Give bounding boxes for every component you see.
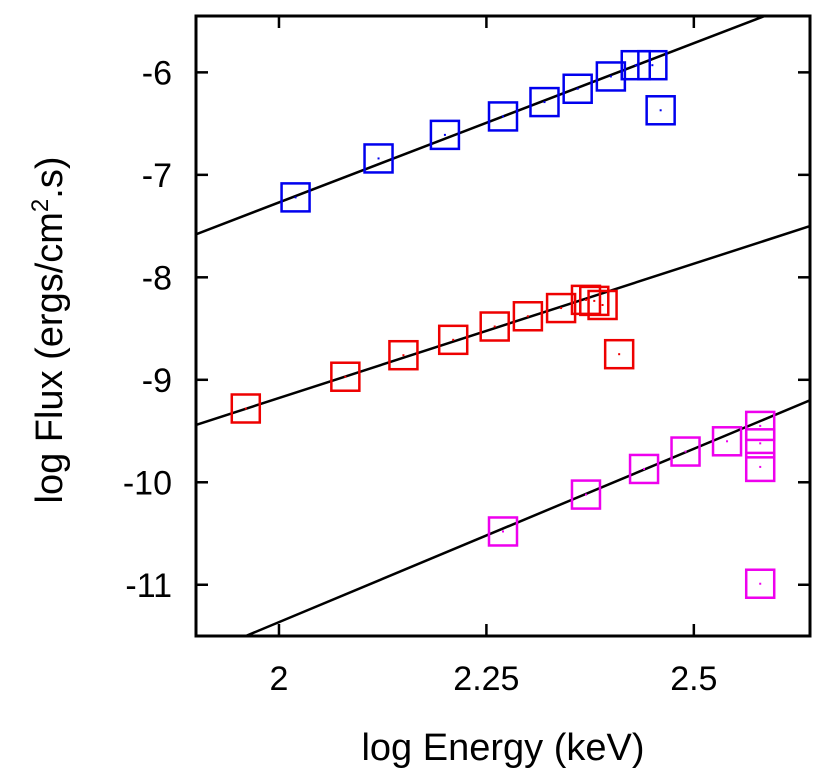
red-series-point-5 (512, 301, 544, 332)
magenta-series-point-8 (744, 568, 776, 599)
axis-ticks (196, 16, 810, 636)
magenta-series-point-7 (744, 451, 776, 483)
red-series-point-6 (545, 292, 577, 324)
magenta-series-point-3-dot (684, 450, 687, 453)
plot-clipped-group (196, 16, 810, 636)
y-tick-label: -6 (142, 54, 172, 92)
red-series-point-0-dot (244, 407, 247, 410)
blue-series-point-7-dot (634, 64, 637, 67)
magenta-series-point-1-dot (584, 493, 587, 496)
magenta-series-point-8-dot (759, 582, 762, 585)
blue-series-point-8 (637, 49, 668, 81)
magenta-series-point-2-dot (643, 467, 646, 470)
y-tick-label: -8 (142, 259, 172, 297)
magenta-series-point-4-dot (726, 440, 729, 443)
magenta-series-point-3 (670, 436, 701, 467)
red-series-point-5-dot (526, 315, 529, 318)
blue-series-point-1 (363, 143, 394, 174)
y-tick-label: -7 (142, 157, 172, 195)
red-series-point-9-dot (601, 303, 604, 306)
blue-series-point-0 (280, 182, 311, 213)
magenta-series-point-4 (711, 426, 743, 457)
y-axis-title-sup: 2 (27, 199, 54, 212)
y-tick-label: -10 (123, 464, 172, 502)
blue-series-point-5-dot (576, 87, 579, 90)
blue-series-point-1-dot (377, 157, 380, 160)
red-series-point-9 (587, 289, 618, 321)
blue-series-point-4 (529, 86, 560, 118)
blue-series-point-9 (645, 95, 676, 126)
x-tick-label: 2.5 (670, 660, 717, 698)
y-axis-title: log Flux (ergs/cm2.s) (27, 157, 71, 504)
magenta-series-point-1 (570, 479, 602, 510)
red-series-point-3-dot (452, 338, 455, 341)
blue-series-point-3 (487, 101, 519, 132)
blue-series-point-9-dot (659, 109, 662, 112)
blue-series-point-8-dot (651, 64, 654, 67)
magenta-series-point-6-dot (759, 442, 762, 445)
y-tick-labels: -6 -7 -8 -9 -10 -11 (123, 54, 172, 604)
red-series-point-0 (230, 393, 262, 424)
magenta-series-fit-line (245, 399, 810, 636)
magenta-series-point-6 (744, 428, 776, 459)
y-axis-title-suffix: .s) (29, 157, 71, 199)
red-series-point-1-dot (344, 375, 347, 378)
red-series-point-8-dot (593, 299, 596, 302)
red-series-point-4-dot (493, 325, 496, 328)
blue-series-point-5 (562, 73, 593, 105)
red-series-point-8 (579, 285, 610, 317)
magenta-series-point-0 (487, 516, 519, 547)
x-axis-title: log Energy (keV) (361, 727, 644, 769)
red-series-point-2 (388, 339, 419, 371)
blue-series-point-2 (429, 119, 461, 151)
plot-area (196, 16, 810, 636)
magenta-series-point-0-dot (502, 530, 504, 533)
blue-series-point-6-dot (609, 75, 612, 78)
x-tick-labels: 2 2.25 2.5 (270, 660, 718, 698)
magenta-series-point-7-dot (759, 465, 762, 468)
red-series-point-10 (603, 338, 635, 370)
blue-series-point-4-dot (543, 101, 546, 104)
y-tick-label: -11 (125, 567, 172, 605)
red-series-point-1 (330, 361, 361, 392)
plot-frame (194, 14, 812, 638)
red-series-point-2-dot (402, 354, 405, 357)
red-series-point-10-dot (618, 353, 621, 356)
magenta-series-point-2 (628, 453, 660, 485)
magenta-series-point-5 (744, 410, 776, 442)
blue-series-point-3-dot (502, 115, 504, 118)
red-series-point-6-dot (560, 307, 563, 310)
red-series-point-7-dot (584, 298, 587, 301)
x-tick-label: 2 (270, 660, 289, 698)
blue-series-point-6 (595, 61, 627, 92)
red-series-fit-line (196, 224, 810, 427)
y-tick-label: -9 (142, 362, 172, 400)
red-series-point-4 (479, 311, 510, 342)
magenta-series-point-5-dot (759, 424, 762, 427)
blue-series-point-7 (620, 49, 652, 81)
blue-series-point-0-dot (294, 196, 297, 199)
red-series-point-3 (437, 324, 469, 356)
blue-series-point-2-dot (443, 133, 446, 136)
x-tick-label: 2.25 (453, 660, 519, 698)
y-axis-title-prefix: log Flux (ergs/cm (29, 212, 71, 503)
